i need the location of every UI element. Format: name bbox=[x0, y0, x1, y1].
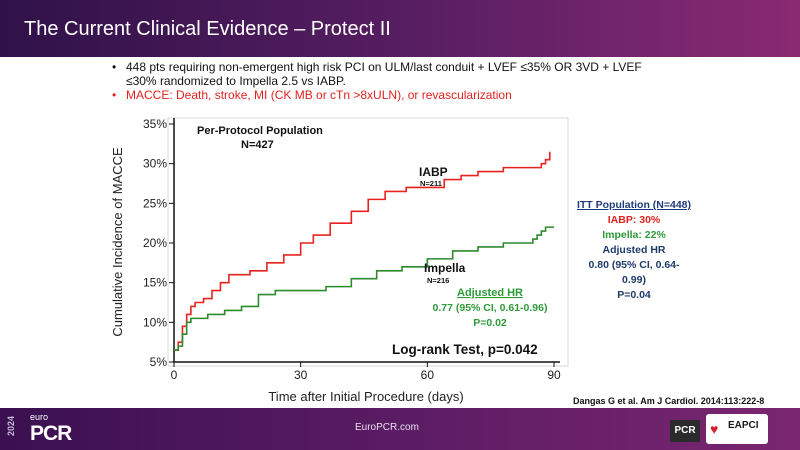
bullet-population: 448 pts requiring non-emergent high risk… bbox=[110, 60, 670, 88]
chart-series bbox=[174, 151, 554, 351]
km-chart-svg: 5% 10% 15% 20% 25% 30% 35% 0 30 60 90 Cumulative I… bbox=[110, 117, 569, 404]
x-tick-label: 30 bbox=[294, 368, 308, 382]
heart-icon: ♥ bbox=[710, 421, 719, 437]
x-tick-label: 90 bbox=[547, 368, 561, 382]
logo-year: 2024 bbox=[6, 416, 16, 437]
itt-adjusted-hr-label: Adjusted HR bbox=[602, 244, 666, 256]
km-chart: 5% 10% 15% 20% 25% 30% 35% 0 30 60 90 Cumulative I… bbox=[104, 114, 570, 410]
chart-labels: Cumulative Incidence of MACCE Time after… bbox=[110, 125, 547, 404]
impella-series-label: Impella bbox=[424, 261, 466, 275]
bullet-list: 448 pts requiring non-emergent high risk… bbox=[110, 60, 670, 102]
x-tick-label: 60 bbox=[421, 368, 435, 382]
footer-url[interactable]: EuroPCR.com bbox=[355, 422, 419, 433]
itt-impella: Impella: 22% bbox=[602, 229, 666, 241]
slide-footer: 2024 euro PCR EuroPCR.com PCR ♥ EAPCI bbox=[0, 408, 800, 450]
citation: Dangas G et al. Am J Cardiol. 2014:113:2… bbox=[573, 396, 765, 406]
slide-title: The Current Clinical Evidence – Protect … bbox=[24, 18, 391, 40]
eapci-logo: ♥ EAPCI bbox=[706, 414, 768, 444]
itt-title: ITT Population (N=448) bbox=[576, 199, 692, 211]
x-axis-label: Time after Initial Procedure (days) bbox=[268, 389, 463, 404]
iabp-series-label: IABP bbox=[419, 165, 448, 179]
europcr-logo: PCR bbox=[30, 422, 72, 445]
y-tick-label: 35% bbox=[143, 117, 167, 131]
adjusted-hr-p: P=0.02 bbox=[473, 317, 507, 329]
y-tick-label: 25% bbox=[143, 196, 167, 210]
y-tick-label: 5% bbox=[150, 355, 168, 369]
iabp-series-n: N=211 bbox=[420, 179, 442, 188]
itt-p-value: P=0.04 bbox=[617, 289, 651, 301]
pcr-badge-logo: PCR bbox=[670, 420, 700, 442]
y-axis-label: Cumulative Incidence of MACCE bbox=[110, 147, 125, 337]
plot-background bbox=[167, 117, 569, 367]
logrank-test: Log-rank Test, p=0.042 bbox=[392, 342, 538, 357]
x-tick-label: 0 bbox=[171, 368, 178, 382]
itt-iabp: IABP: 30% bbox=[607, 214, 661, 226]
y-tick-label: 20% bbox=[143, 236, 167, 250]
population-n: N=427 bbox=[241, 139, 274, 151]
impella-series-line bbox=[174, 226, 554, 351]
bullet-macce: MACCE: Death, stroke, MI (CK MB or cTn >… bbox=[110, 88, 670, 102]
y-tick-label: 10% bbox=[143, 315, 167, 329]
eapci-logo-text: EAPCI bbox=[728, 420, 759, 431]
y-tick-label: 15% bbox=[143, 276, 167, 290]
adjusted-hr-value: 0.77 (95% CI, 0.61-0.96) bbox=[433, 302, 548, 314]
itt-hr-value-cont: 0.99) bbox=[622, 274, 646, 286]
logo-euro: euro bbox=[30, 412, 49, 422]
slide-header: The Current Clinical Evidence – Protect … bbox=[0, 0, 800, 57]
itt-hr-value: 0.80 (95% CI, 0.64- bbox=[588, 259, 680, 271]
impella-series-n: N=216 bbox=[427, 276, 449, 285]
chart-axes: 5% 10% 15% 20% 25% 30% 35% 0 30 60 90 bbox=[143, 117, 561, 382]
population-label: Per-Protocol Population bbox=[197, 125, 323, 137]
iabp-series-line bbox=[174, 151, 551, 351]
y-tick-label: 30% bbox=[143, 157, 167, 171]
itt-summary-box: ITT Population (N=448) IABP: 30% Impella… bbox=[568, 198, 700, 303]
adjusted-hr-label: Adjusted HR bbox=[457, 287, 523, 299]
